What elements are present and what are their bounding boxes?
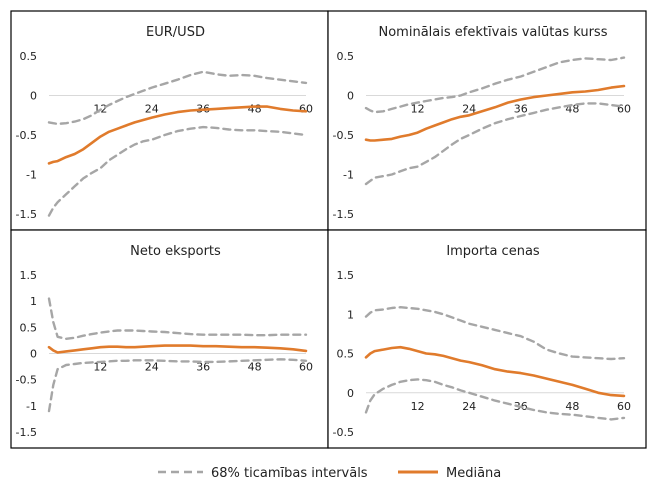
chart-panel-2: Nominālais efektīvais valūtas kurss 0.5 0 -…	[327, 10, 647, 231]
y-tick-label: 0	[30, 348, 37, 361]
y-tick-label: -0.5	[16, 374, 37, 387]
y-tick-label: -0.5	[16, 129, 37, 142]
y-tick-label: -0.5	[333, 129, 354, 142]
ci-upper-line	[364, 56, 626, 114]
x-tick-label: 60	[617, 103, 631, 116]
y-tick-label: 1	[30, 295, 37, 308]
legend-median-label: Mediāna	[446, 466, 501, 481]
x-tick-label: 48	[248, 361, 262, 374]
x-tick-label: 60	[617, 400, 631, 413]
x-tick-label: 60	[299, 103, 313, 116]
y-tick-label: 0.5	[20, 50, 38, 63]
y-tick-label: -1	[343, 169, 354, 182]
x-tick-label: 48	[248, 103, 262, 116]
x-tick-label: 12	[93, 361, 107, 374]
chart-title: EUR/USD	[146, 25, 205, 40]
ci-upper-line	[47, 297, 308, 340]
ci-lower-line	[364, 378, 626, 421]
y-tick-label: 0	[30, 90, 37, 103]
median-line	[47, 105, 308, 165]
y-tick-label: 0.5	[20, 321, 38, 334]
panel-border	[327, 10, 647, 231]
panel-border	[327, 229, 647, 449]
y-tick-label: -1.5	[16, 426, 37, 439]
x-tick-label: 24	[145, 103, 159, 116]
y-tick-label: -1	[26, 169, 37, 182]
legend: 68% ticamības intervāls Mediāna	[158, 466, 501, 481]
y-tick-label: -1.5	[333, 208, 354, 221]
panel-border	[10, 10, 329, 231]
median-line	[364, 345, 626, 398]
y-tick-label: -1	[26, 400, 37, 413]
legend-ci-label: 68% ticamības intervāls	[211, 466, 368, 481]
x-tick-label: 12	[411, 400, 425, 413]
y-tick-label: -0.5	[333, 426, 354, 439]
y-tick-label: 0	[347, 90, 354, 103]
chart-panel-3: Neto eksports 1.5 1 0.5 0 -0.5 -1 -1.5 12 24 36 48 6…	[10, 229, 329, 449]
y-tick-label: -1.5	[16, 208, 37, 221]
x-tick-label: 24	[462, 103, 476, 116]
ci-upper-line	[364, 306, 626, 361]
chart-title: Importa cenas	[446, 244, 540, 259]
x-tick-label: 36	[196, 361, 210, 374]
ci-lower-line	[47, 358, 308, 413]
x-tick-label: 60	[299, 361, 313, 374]
y-tick-label: 0.5	[337, 50, 355, 63]
x-tick-label: 24	[145, 361, 159, 374]
y-tick-label: 0	[347, 387, 354, 400]
x-tick-label: 48	[565, 400, 579, 413]
x-tick-label: 12	[411, 103, 425, 116]
y-tick-label: 0.5	[337, 348, 355, 361]
panel-border	[10, 229, 329, 449]
median-line	[364, 84, 626, 142]
ci-lower-line	[47, 125, 308, 217]
y-tick-label: 1.5	[337, 269, 355, 282]
chart-title: Nominālais efektīvais valūtas kurss	[379, 25, 608, 40]
median-line	[47, 344, 308, 354]
ci-lower-line	[364, 102, 626, 186]
chart-title: Neto eksports	[130, 244, 221, 259]
y-tick-label: 1	[347, 308, 354, 321]
x-tick-label: 36	[514, 103, 528, 116]
y-tick-label: 1.5	[20, 269, 38, 282]
x-tick-label: 24	[462, 400, 476, 413]
ci-upper-line	[47, 70, 308, 126]
